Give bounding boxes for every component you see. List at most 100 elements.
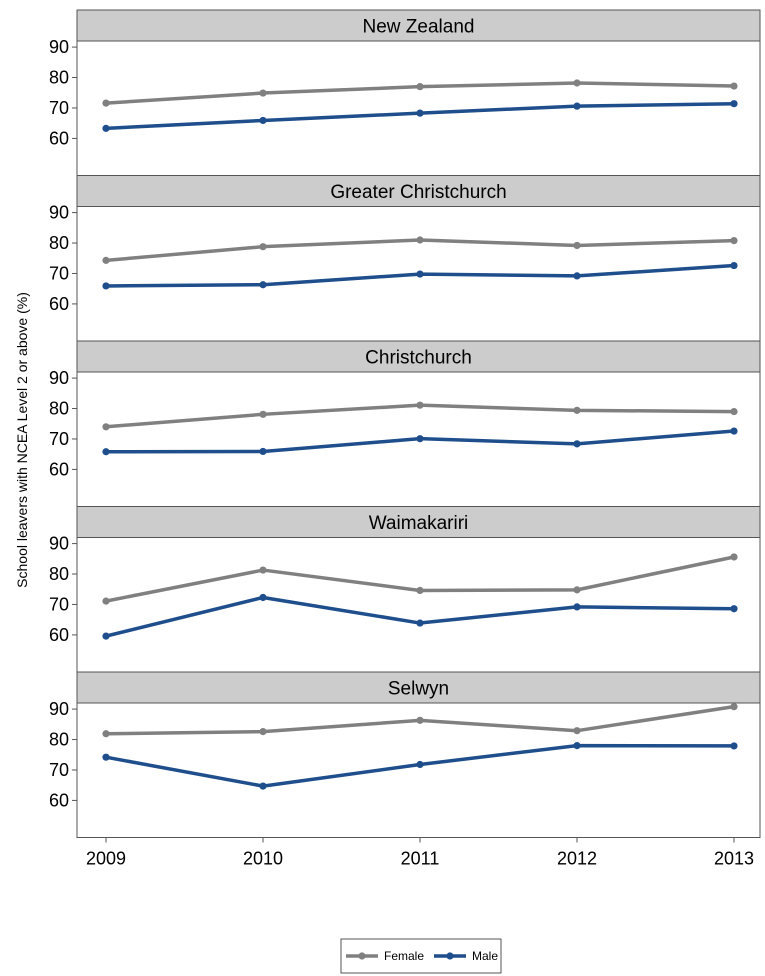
legend-label-female: Female	[384, 949, 424, 963]
data-point-male	[102, 753, 110, 761]
data-point-female	[102, 730, 110, 738]
data-point-male	[102, 448, 110, 456]
data-point-female	[573, 727, 581, 735]
data-point-female	[730, 703, 738, 711]
data-point-male	[259, 281, 267, 289]
y-tick-label: 60	[49, 294, 69, 314]
y-tick-label: 60	[49, 790, 69, 810]
y-tick-label: 80	[49, 233, 69, 253]
data-point-female	[573, 586, 581, 594]
panel-strip	[76, 671, 761, 704]
panel-border	[76, 537, 761, 673]
data-point-female	[730, 553, 738, 561]
x-tick-label: 2009	[86, 849, 126, 869]
y-tick-label: 80	[49, 68, 69, 88]
y-tick-label: 90	[49, 368, 69, 388]
panel-greater-christchurch: Greater Christchurch 60 70 80 90	[49, 175, 761, 342]
x-tick-label: 2012	[557, 849, 597, 869]
data-point-female	[416, 401, 424, 409]
data-point-male	[573, 603, 581, 611]
y-tick-label: 60	[49, 625, 69, 645]
y-tick-label: 70	[49, 263, 69, 283]
y-tick-label: 70	[49, 429, 69, 449]
y-tick-label: 90	[49, 37, 69, 57]
y-tick-label: 60	[49, 128, 69, 148]
data-point-male	[573, 272, 581, 280]
panel-waimakariri: Waimakariri 60 70 80 90	[49, 506, 761, 673]
data-point-female	[259, 410, 267, 418]
data-point-male	[416, 760, 424, 769]
data-point-female	[259, 728, 267, 736]
data-point-female	[416, 236, 424, 244]
data-point-male	[102, 632, 110, 640]
data-point-male	[416, 619, 424, 627]
data-point-male	[259, 447, 267, 456]
panel-title: Greater Christchurch	[330, 182, 506, 203]
legend-marker-male	[446, 952, 454, 960]
y-tick-label: 90	[49, 699, 69, 719]
panels: New Zealand 60 70 80 90 Greater Christchurch 6…	[49, 9, 761, 838]
data-point-male	[573, 102, 581, 110]
panel-title: Christchurch	[365, 348, 472, 369]
data-point-male	[730, 605, 738, 613]
panel-selwyn: Selwyn 60 70 80 90	[49, 671, 761, 838]
data-point-female	[730, 82, 738, 90]
x-tick-label: 2013	[714, 849, 754, 869]
series-line-male	[105, 595, 735, 638]
data-point-female	[259, 566, 267, 574]
data-point-male	[416, 270, 424, 278]
legend-label-male: Male	[472, 949, 498, 963]
data-point-male	[573, 742, 581, 750]
legend-marker-female	[358, 952, 366, 960]
x-tick-label: 2010	[243, 849, 283, 869]
x-tick-label: 2011	[401, 849, 440, 869]
y-tick-label: 60	[49, 459, 69, 479]
data-point-female	[730, 407, 738, 416]
data-point-female	[102, 256, 110, 264]
panel-title: Selwyn	[388, 679, 449, 700]
series-line-female	[105, 555, 735, 603]
y-tick-label: 80	[49, 399, 69, 419]
panel-strip	[76, 9, 761, 42]
y-tick-label: 90	[49, 203, 69, 223]
data-point-female	[730, 236, 738, 245]
data-point-male	[730, 427, 738, 435]
data-point-male	[730, 100, 738, 108]
y-tick-label: 70	[49, 760, 69, 780]
data-point-female	[416, 83, 424, 91]
data-point-female	[416, 586, 424, 595]
y-tick-label: 70	[49, 594, 69, 614]
data-point-male	[259, 593, 267, 602]
y-axis-label: School leavers with NCEA Level 2 or abov…	[14, 292, 30, 588]
data-point-male	[416, 435, 424, 443]
panel-christchurch: Christchurch 60 70 80 90	[49, 340, 761, 507]
y-tick-label: 80	[49, 730, 69, 750]
panel-strip	[76, 175, 761, 207]
data-point-male	[102, 282, 110, 290]
legend: Female Male	[340, 938, 502, 974]
data-point-female	[416, 716, 424, 724]
data-point-male	[416, 109, 424, 117]
data-point-female	[573, 79, 581, 87]
y-tick-label: 70	[49, 98, 69, 118]
data-point-male	[730, 261, 738, 270]
panel-title: New Zealand	[363, 17, 475, 38]
data-point-female	[259, 243, 267, 251]
panel-title: Waimakariri	[369, 513, 469, 534]
y-tick-label: 90	[49, 534, 69, 554]
data-point-female	[102, 99, 110, 107]
x-axis: 2009 2010 2011 2012 2013	[86, 837, 754, 869]
panel-border	[76, 40, 761, 176]
data-point-male	[102, 124, 110, 132]
data-point-female	[102, 423, 110, 431]
data-point-female	[573, 241, 581, 250]
data-point-male	[259, 782, 267, 790]
data-point-male	[259, 116, 267, 125]
panel-new-zealand: New Zealand 60 70 80 90	[49, 9, 761, 176]
data-point-male	[730, 742, 738, 750]
data-point-female	[259, 89, 267, 97]
data-point-female	[102, 597, 110, 605]
y-tick-label: 80	[49, 564, 69, 584]
data-point-male	[573, 440, 581, 448]
